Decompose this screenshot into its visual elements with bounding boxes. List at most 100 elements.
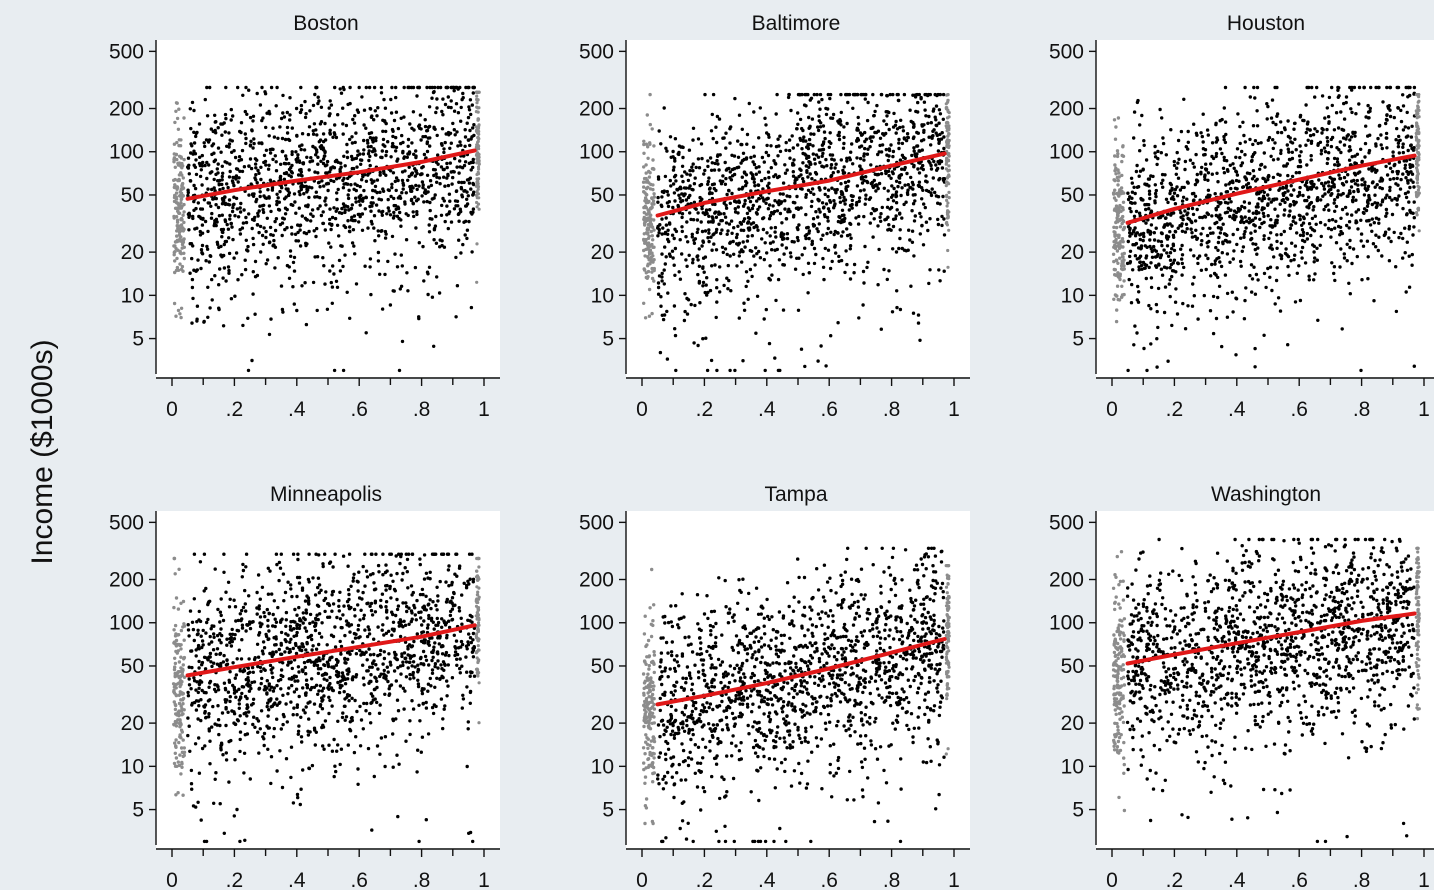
- scatter-point: [892, 111, 896, 116]
- scatter-point: [1355, 178, 1360, 183]
- scatter-point: [1251, 211, 1256, 215]
- scatter-point: [459, 143, 463, 147]
- scatter-point: [739, 142, 743, 147]
- scatter-point-edge: [648, 262, 652, 266]
- scatter-point: [1313, 95, 1317, 99]
- scatter-point: [364, 85, 368, 90]
- scatter-point: [1185, 197, 1189, 201]
- scatter-point: [706, 182, 710, 186]
- scatter-point: [348, 316, 352, 320]
- scatter-point: [425, 85, 429, 90]
- scatter-point-edge: [645, 243, 650, 247]
- scatter-point-edge: [646, 236, 651, 240]
- scatter-point-edge: [647, 314, 652, 318]
- scatter-point: [1225, 190, 1230, 194]
- scatter-point: [673, 333, 678, 338]
- scatter-point: [428, 217, 432, 221]
- scatter-point: [784, 148, 788, 152]
- scatter-point: [1159, 253, 1164, 257]
- scatter-point: [281, 111, 285, 115]
- scatter-point: [919, 215, 923, 219]
- scatter-point: [686, 240, 690, 244]
- scatter-point: [459, 187, 464, 191]
- scatter-point: [339, 91, 344, 95]
- scatter-point: [326, 188, 330, 193]
- scatter-point: [781, 181, 786, 185]
- scatter-point: [903, 183, 907, 187]
- scatter-point: [1325, 136, 1329, 140]
- scatter-point: [369, 115, 374, 120]
- scatter-point: [1403, 251, 1407, 255]
- scatter-point: [349, 218, 354, 222]
- scatter-point: [1190, 192, 1195, 196]
- scatter-point: [839, 190, 844, 194]
- scatter-point: [1228, 163, 1233, 167]
- scatter-point: [229, 297, 234, 301]
- scatter-point: [395, 214, 400, 218]
- scatter-point: [402, 85, 406, 90]
- scatter-point: [677, 270, 681, 274]
- scatter-point: [862, 281, 866, 285]
- scatter-point: [1266, 203, 1270, 207]
- scatter-point: [357, 199, 361, 203]
- scatter-point: [1251, 169, 1256, 173]
- scatter-point: [1168, 278, 1172, 282]
- scatter-point: [866, 100, 870, 105]
- scatter-point: [852, 262, 857, 267]
- scatter-point: [728, 176, 732, 180]
- scatter-point: [1277, 188, 1281, 192]
- scatter-point: [784, 217, 789, 221]
- scatter-point: [1149, 342, 1153, 346]
- scatter-point: [823, 246, 827, 251]
- scatter-point: [1183, 159, 1188, 164]
- scatter-point-edge: [172, 216, 176, 220]
- scatter-point: [243, 109, 247, 114]
- scatter-point: [794, 206, 799, 210]
- scatter-point: [276, 136, 280, 140]
- scatter-point: [202, 320, 206, 324]
- scatter-point: [877, 247, 881, 252]
- scatter-point-edge: [650, 196, 654, 200]
- scatter-point: [685, 172, 689, 176]
- scatter-point: [220, 235, 224, 239]
- scatter-point: [304, 112, 308, 116]
- scatter-point: [1223, 120, 1228, 124]
- scatter-point: [783, 171, 788, 175]
- scatter-point: [1179, 129, 1184, 134]
- scatter-point: [403, 202, 407, 206]
- scatter-point: [371, 188, 375, 193]
- scatter-point: [188, 242, 192, 246]
- scatter-point: [380, 213, 384, 217]
- scatter-point: [1339, 247, 1343, 251]
- scatter-point: [1282, 229, 1287, 234]
- scatter-point: [231, 205, 235, 210]
- scatter-point: [220, 164, 224, 168]
- scatter-point: [244, 136, 248, 141]
- scatter-point: [886, 228, 890, 232]
- scatter-point: [1135, 100, 1140, 105]
- scatter-point: [384, 153, 388, 158]
- scatter-point: [440, 243, 444, 248]
- scatter-point: [390, 85, 394, 90]
- scatter-point: [280, 136, 285, 141]
- scatter-point: [1253, 247, 1258, 252]
- scatter-point: [420, 180, 425, 184]
- scatter-point: [941, 117, 945, 122]
- scatter-point-edge: [647, 287, 652, 292]
- scatter-point: [1305, 205, 1309, 209]
- scatter-point: [722, 283, 726, 288]
- scatter-point: [1175, 312, 1180, 316]
- scatter-point-edge: [651, 158, 655, 162]
- scatter-point: [272, 244, 276, 248]
- scatter-point: [268, 225, 273, 230]
- scatter-point: [1348, 245, 1352, 250]
- scatter-point: [370, 204, 374, 208]
- scatter-point: [215, 167, 219, 171]
- scatter-point: [799, 206, 803, 210]
- scatter-point: [891, 149, 896, 154]
- scatter-point: [287, 138, 292, 143]
- scatter-point: [331, 135, 335, 139]
- scatter-point: [938, 279, 942, 283]
- scatter-point: [752, 110, 756, 114]
- scatter-point: [826, 207, 831, 211]
